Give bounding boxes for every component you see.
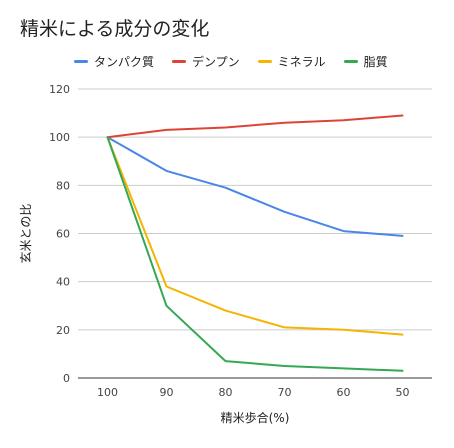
series-line-タンパク質 bbox=[106, 136, 404, 237]
series-line-デンプン bbox=[106, 114, 404, 139]
x-tick-label: 60 bbox=[337, 386, 351, 399]
series-line-ミネラル bbox=[106, 136, 404, 336]
series-lines bbox=[106, 114, 404, 372]
x-tick-label: 50 bbox=[396, 386, 410, 399]
y-tick-label: 0 bbox=[63, 372, 70, 385]
legend-label: タンパク質 bbox=[94, 55, 155, 69]
legend-swatch bbox=[343, 60, 358, 63]
legend-label: デンプン bbox=[192, 55, 240, 69]
x-tick-label: 80 bbox=[219, 386, 233, 399]
y-tick-label: 40 bbox=[56, 276, 70, 289]
series-line-脂質 bbox=[106, 136, 404, 372]
y-tick-label: 60 bbox=[56, 228, 70, 241]
x-tick-label: 70 bbox=[278, 386, 292, 399]
y-axis-title: 玄米との比 bbox=[18, 204, 33, 264]
legend-swatch bbox=[257, 60, 272, 63]
x-tick-label: 90 bbox=[160, 386, 174, 399]
y-tick-label: 120 bbox=[49, 83, 70, 96]
x-axis-title: 精米歩合(%) bbox=[221, 410, 290, 425]
legend-label: 脂質 bbox=[363, 55, 388, 69]
legend-item: 脂質 bbox=[343, 53, 388, 70]
chart-title: 精米による成分の変化 bbox=[20, 18, 210, 40]
legend-item: デンプン bbox=[172, 53, 240, 70]
y-tick-label: 20 bbox=[56, 324, 70, 337]
x-tick-label: 100 bbox=[97, 386, 118, 399]
legend-swatch bbox=[74, 60, 88, 63]
axes: 0 20 40 60 80 100 120 100 90 80 70 60 50 bbox=[49, 83, 432, 399]
legend-item: タンパク質 bbox=[74, 53, 154, 70]
legend-label: ミネラル bbox=[277, 55, 326, 69]
legend: タンパク質 デンプン ミネラル 脂質 bbox=[74, 53, 406, 70]
y-tick-label: 100 bbox=[49, 131, 70, 144]
y-tick-label: 80 bbox=[56, 179, 70, 192]
legend-item: ミネラル bbox=[257, 53, 326, 70]
legend-swatch bbox=[172, 60, 187, 63]
